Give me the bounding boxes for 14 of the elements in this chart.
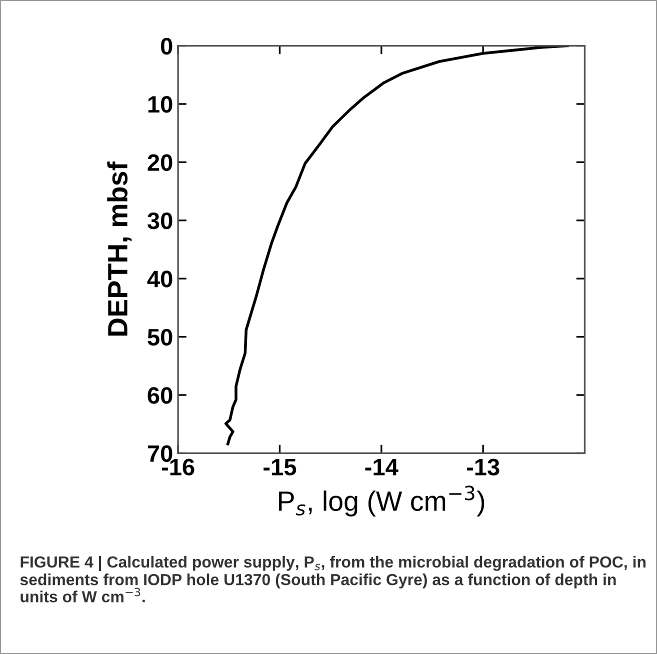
line-series <box>224 46 569 446</box>
x-tick-label: -13 <box>466 458 500 476</box>
y-axis-title: DEPTH, mbsf <box>107 161 132 336</box>
y-tick-label: 0 <box>160 38 172 55</box>
y-tick-label: 60 <box>148 387 172 404</box>
caption: FIGURE 4 | Calculated power supply, P$_{s}$, from the microbial degradation of POC, in sediments from IODP hole U1370 (South Pacific Gyre) as a function of depth in units of W cm$^{−3}$. <box>20 556 646 602</box>
y-tick-label: 30 <box>147 212 172 230</box>
x-tick-label: -14 <box>365 458 398 476</box>
x-axis-title: P$_{s}$, log (W cm$^{−3}$) <box>279 486 484 516</box>
y-tick-label: 10 <box>148 96 172 113</box>
y-tick-label: 20 <box>148 154 172 171</box>
y-tick-label: 40 <box>147 270 172 288</box>
y-tick-label: 50 <box>148 328 172 346</box>
x-tick-label: -15 <box>264 458 296 476</box>
